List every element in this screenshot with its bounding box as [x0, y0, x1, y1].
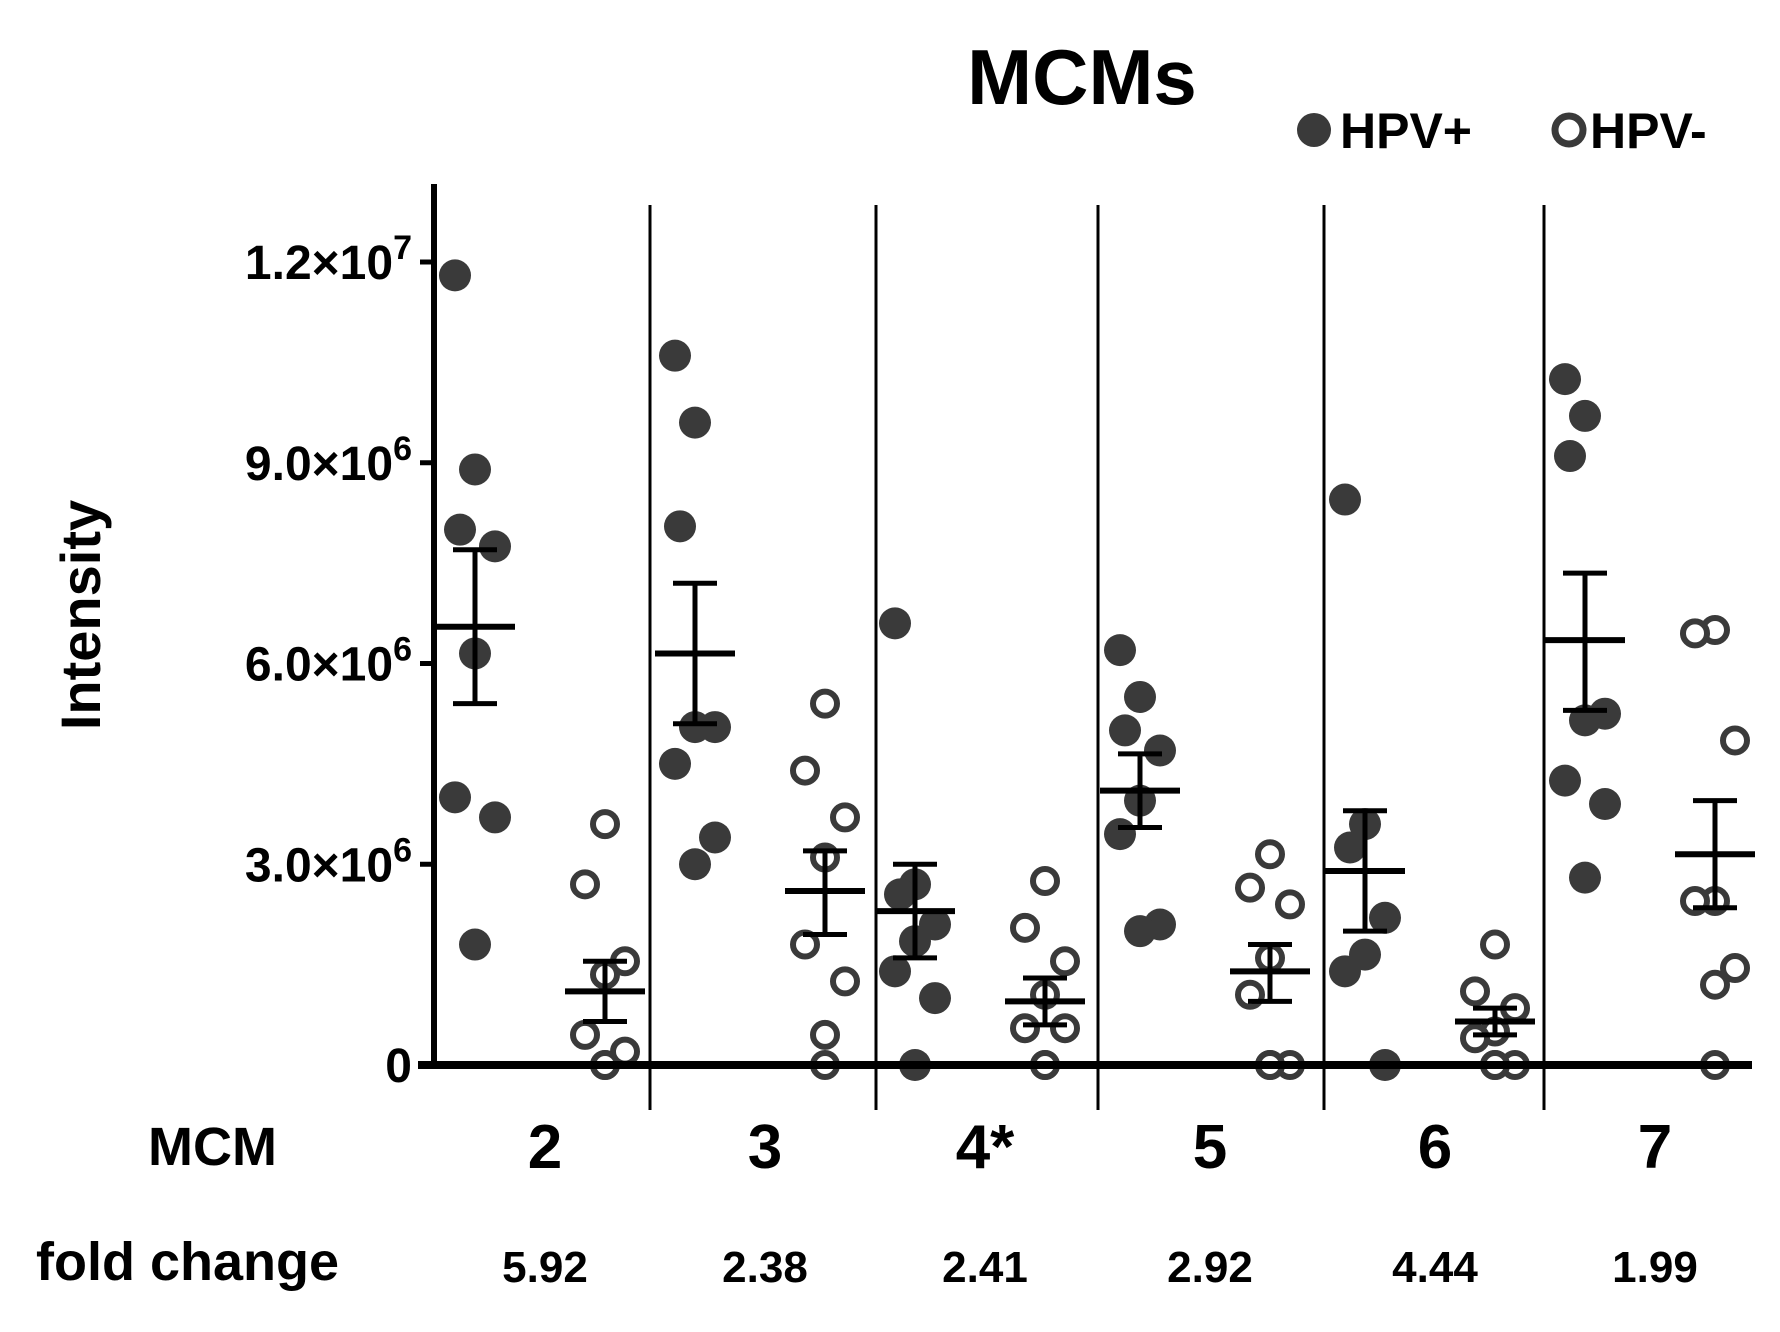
data-point-hpv-positive — [1329, 955, 1361, 988]
y-tick-label: 3.0×106 — [245, 831, 412, 892]
data-point-hpv-negative — [1460, 976, 1490, 1007]
category-label: 6 — [1418, 1113, 1452, 1182]
data-point-hpv-negative — [1255, 839, 1285, 870]
data-point-hpv-negative — [1030, 865, 1060, 896]
category-label: 7 — [1638, 1113, 1672, 1182]
data-point-hpv-positive — [1104, 634, 1136, 667]
y-axis-ticks: 0 3.0×106 6.0×106 9.0×106 1.2×107 — [245, 229, 434, 1093]
data-point-hpv-negative — [570, 869, 600, 900]
legend-marker-hpv-positive — [1297, 113, 1331, 147]
data-point-hpv-negative — [1460, 1023, 1490, 1054]
fold-change-value: 5.92 — [502, 1243, 588, 1292]
category-label: 4* — [956, 1113, 1015, 1182]
data-points — [439, 259, 1750, 1081]
data-point-hpv-positive — [679, 848, 711, 881]
fold-change-labels: 5.92 2.38 2.41 2.92 4.44 1.99 — [502, 1243, 1698, 1292]
fold-change-value: 2.92 — [1167, 1243, 1253, 1292]
y-tick-label: 1.2×107 — [245, 229, 412, 290]
data-point-hpv-positive — [479, 801, 511, 834]
category-labels: 2 3 4* 5 6 7 — [528, 1113, 1672, 1182]
data-point-hpv-positive — [1334, 831, 1366, 864]
data-point-hpv-negative — [830, 966, 860, 997]
data-point-hpv-negative — [1480, 929, 1510, 960]
category-separators — [648, 205, 1546, 1110]
legend: HPV+ HPV- — [1297, 103, 1707, 159]
data-point-hpv-positive — [1554, 440, 1586, 473]
data-point-hpv-positive — [439, 259, 471, 292]
data-point-hpv-positive — [1124, 915, 1156, 948]
data-point-hpv-positive — [1144, 734, 1176, 767]
data-point-hpv-negative — [790, 755, 820, 786]
data-point-hpv-negative — [830, 802, 860, 833]
data-point-hpv-negative — [810, 688, 840, 719]
data-point-hpv-positive — [1109, 714, 1141, 747]
data-point-hpv-positive — [479, 530, 511, 563]
fold-change-value: 2.38 — [722, 1243, 808, 1292]
data-point-hpv-positive — [679, 406, 711, 439]
data-point-hpv-positive — [1549, 764, 1581, 797]
fold-change-value: 1.99 — [1612, 1243, 1698, 1292]
category-label: 2 — [528, 1113, 562, 1182]
fold-change-row-label: fold change — [36, 1232, 339, 1292]
data-point-hpv-positive — [679, 711, 711, 744]
data-point-hpv-negative — [810, 1019, 840, 1050]
y-axis-label: Intensity — [49, 500, 112, 730]
legend-marker-hpv-negative — [1551, 112, 1587, 148]
y-tick-label: 9.0×106 — [245, 430, 412, 491]
data-point-hpv-positive — [879, 955, 911, 988]
y-tick-label: 6.0×106 — [245, 631, 412, 692]
data-point-hpv-positive — [1589, 788, 1621, 821]
data-point-hpv-negative — [1010, 912, 1040, 943]
data-point-hpv-positive — [459, 453, 491, 486]
data-point-hpv-positive — [664, 510, 696, 543]
mean-sem-bars — [435, 547, 1755, 1038]
data-point-hpv-positive — [1104, 818, 1136, 851]
data-point-hpv-negative — [1010, 1013, 1040, 1044]
data-point-hpv-positive — [884, 878, 916, 911]
data-point-hpv-positive — [659, 339, 691, 372]
data-point-hpv-positive — [1569, 399, 1601, 432]
fold-change-value: 4.44 — [1392, 1243, 1478, 1292]
fold-change-value: 2.41 — [942, 1243, 1028, 1292]
category-label: 3 — [748, 1113, 782, 1182]
data-point-hpv-positive — [1329, 483, 1361, 516]
data-point-hpv-positive — [1369, 901, 1401, 934]
data-point-hpv-negative — [1700, 969, 1730, 1000]
data-point-hpv-negative — [1050, 1013, 1080, 1044]
data-point-hpv-positive — [444, 513, 476, 546]
data-point-hpv-negative — [570, 1019, 600, 1050]
data-point-hpv-positive — [699, 821, 731, 854]
legend-label-hpv-positive: HPV+ — [1340, 103, 1472, 159]
data-point-hpv-positive — [1549, 363, 1581, 396]
data-point-hpv-positive — [919, 982, 951, 1015]
data-point-hpv-negative — [1235, 872, 1265, 903]
data-point-hpv-negative — [1275, 889, 1305, 920]
data-point-hpv-positive — [659, 747, 691, 780]
data-point-hpv-positive — [1569, 861, 1601, 894]
data-point-hpv-negative — [590, 809, 620, 840]
data-point-hpv-negative — [1680, 618, 1710, 649]
data-point-hpv-positive — [879, 607, 911, 640]
data-point-hpv-positive — [1124, 680, 1156, 713]
chart-title: MCMs — [967, 33, 1197, 121]
legend-label-hpv-negative: HPV- — [1590, 103, 1707, 159]
category-row-label: MCM — [148, 1117, 277, 1177]
data-point-hpv-negative — [1050, 946, 1080, 977]
y-tick-label: 0 — [385, 1040, 412, 1093]
data-point-hpv-negative — [1720, 725, 1750, 756]
data-point-hpv-negative — [1720, 952, 1750, 983]
category-label: 5 — [1193, 1113, 1227, 1182]
data-point-hpv-positive — [439, 781, 471, 814]
data-point-hpv-positive — [459, 928, 491, 961]
